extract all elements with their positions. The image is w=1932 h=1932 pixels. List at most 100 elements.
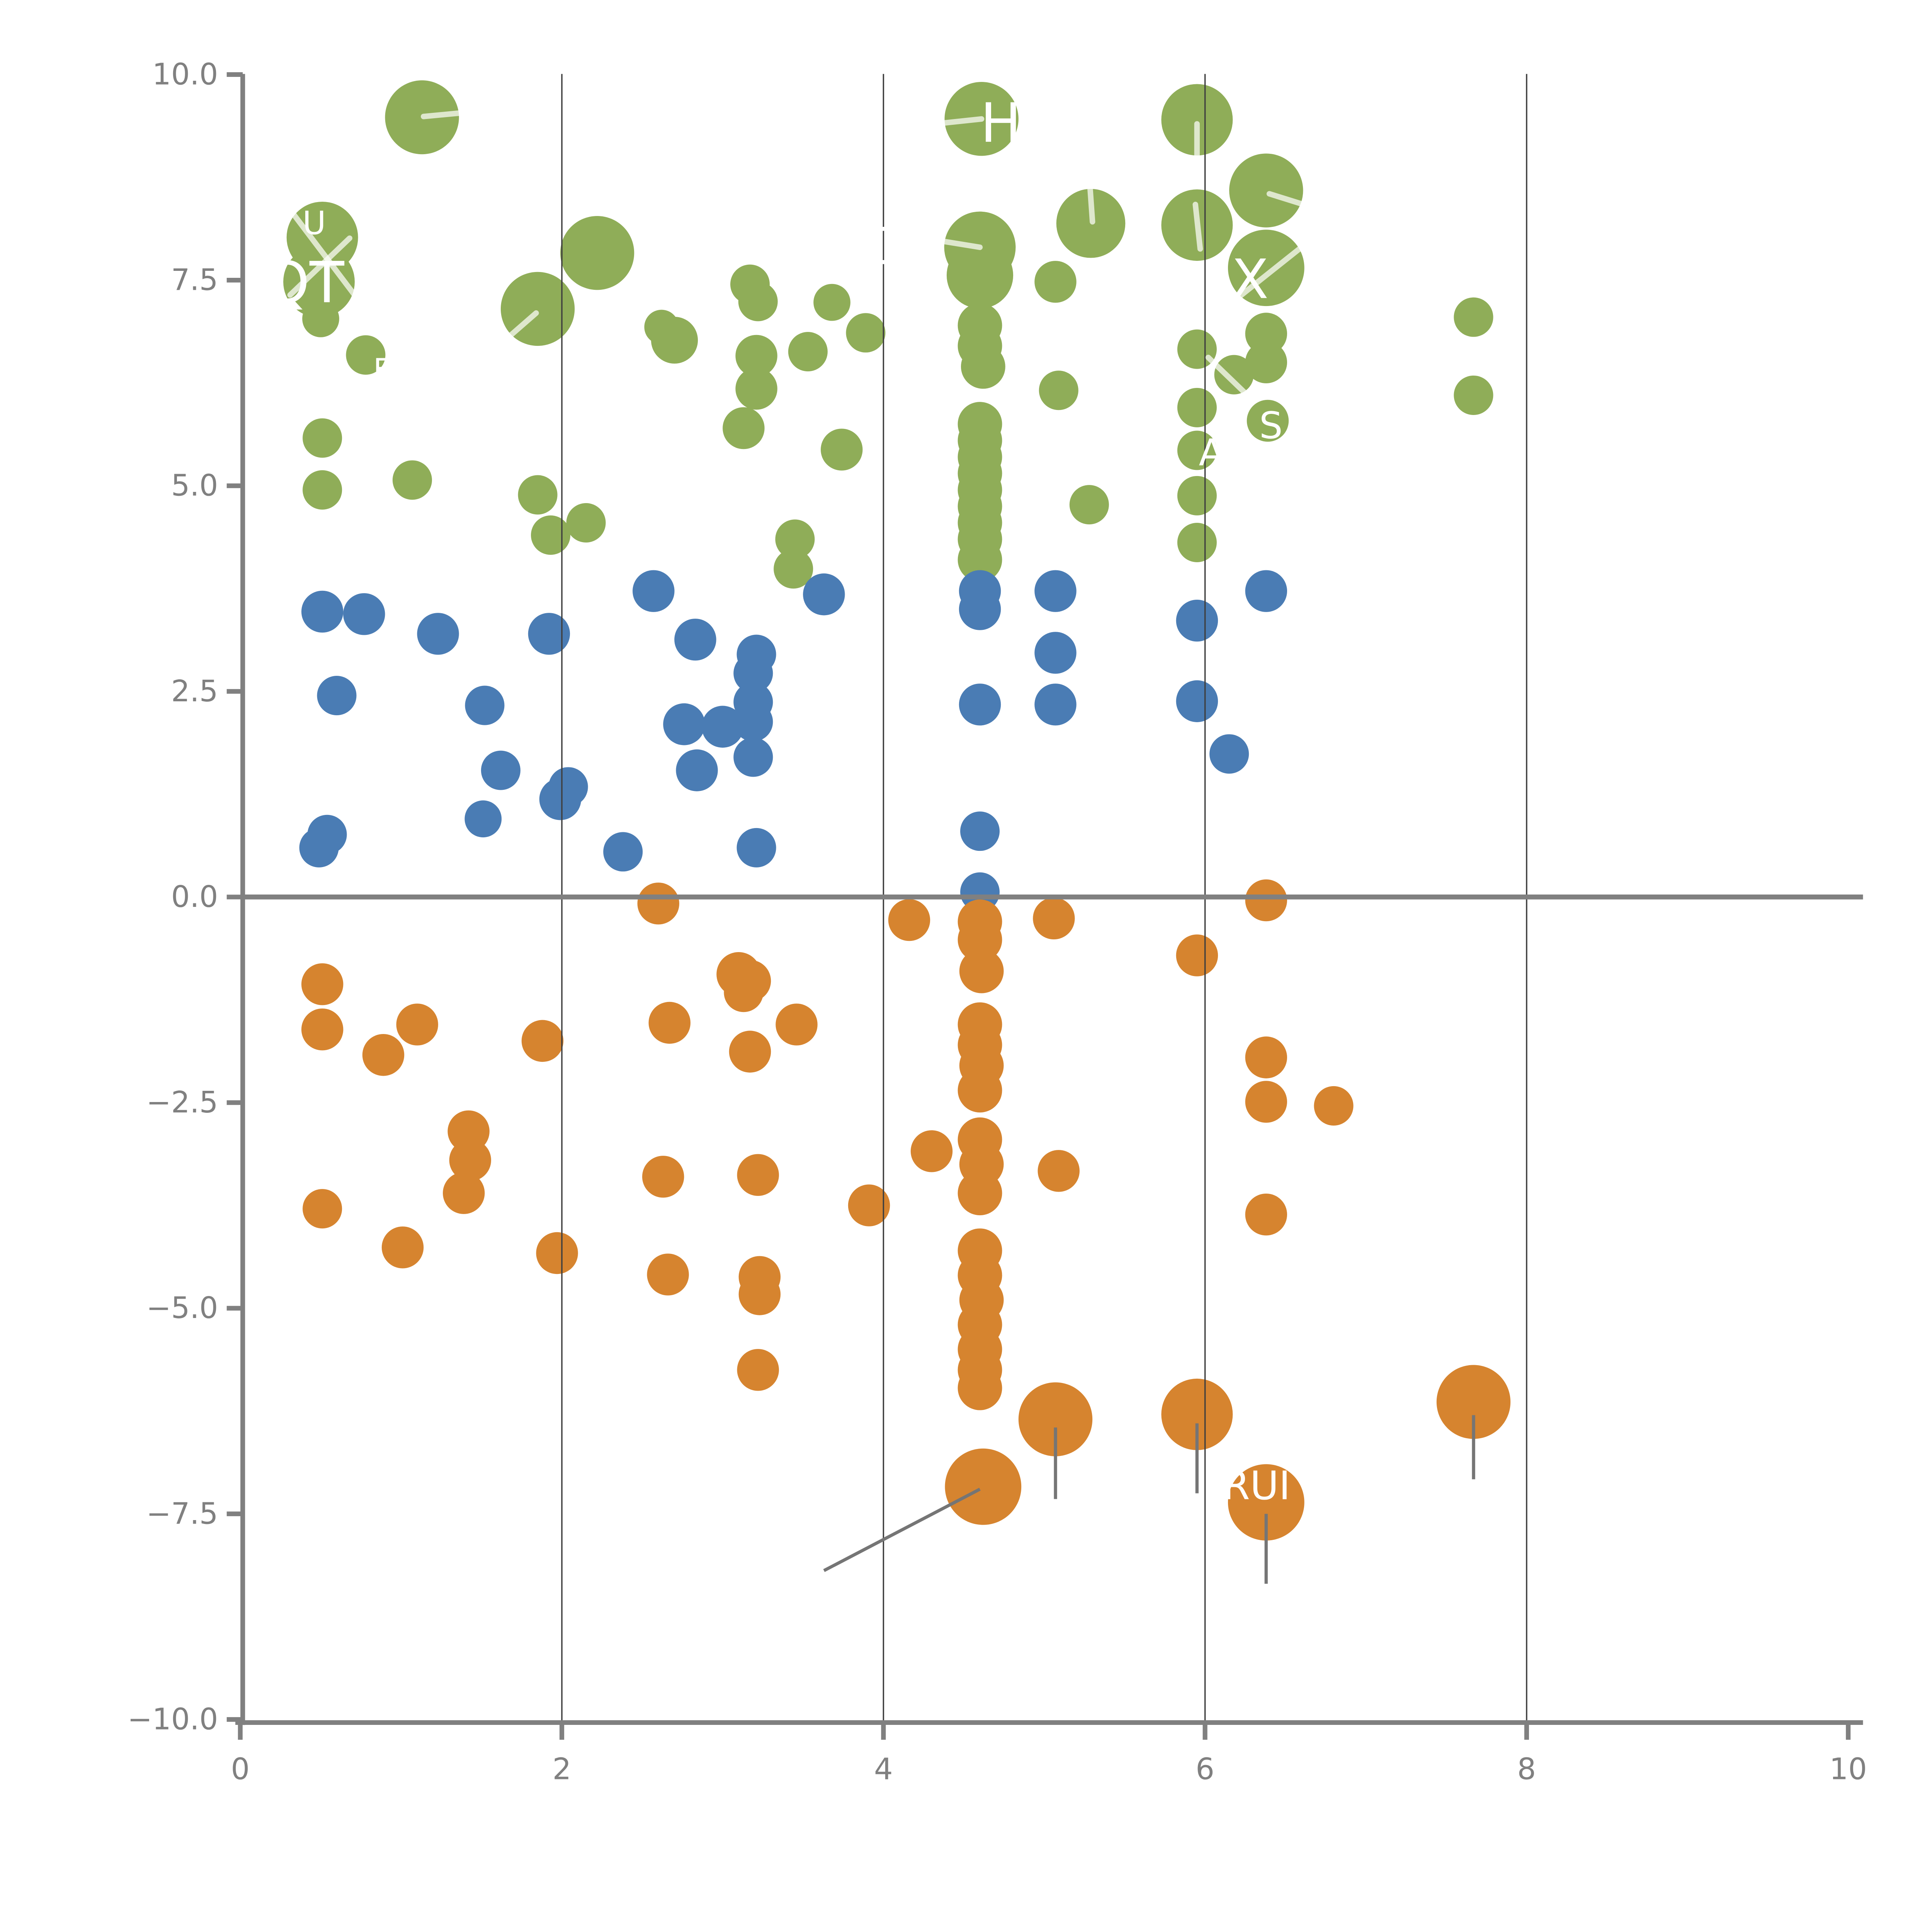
scatter-point-orange bbox=[647, 1253, 689, 1296]
scatter-point-blue bbox=[464, 800, 502, 838]
scatter-point-blue bbox=[1034, 684, 1077, 726]
scatter-point-green bbox=[560, 216, 634, 290]
scatter-point-green bbox=[738, 282, 778, 321]
scatter-point-green bbox=[946, 242, 1014, 309]
scatter-point-orange bbox=[729, 1031, 771, 1073]
annotation-leader-gray bbox=[823, 1488, 981, 1572]
scatter-point-orange bbox=[1314, 1086, 1354, 1126]
annotation-leader-white bbox=[1266, 191, 1330, 215]
scatter-point-orange bbox=[301, 963, 344, 1005]
scatter-point-blue bbox=[1176, 680, 1218, 722]
y-tick-label: 2.5 bbox=[171, 674, 218, 709]
scatter-point-green bbox=[531, 515, 571, 555]
scatter-point-orange bbox=[959, 949, 1004, 993]
annotation-leader-white bbox=[916, 235, 983, 250]
scatter-point-blue bbox=[676, 749, 718, 791]
scatter-point-green bbox=[775, 519, 815, 559]
scatter-point-green bbox=[1247, 400, 1289, 442]
scatter-point-orange bbox=[737, 1349, 779, 1391]
scatter-point-blue bbox=[803, 573, 845, 616]
scatter-point-blue bbox=[603, 832, 643, 872]
annotation-leader-white bbox=[421, 108, 488, 119]
scatter-point-green bbox=[1454, 297, 1493, 337]
scatter-point-blue bbox=[736, 828, 776, 867]
x-tick-label: 10 bbox=[1829, 1752, 1867, 1787]
point-label-A: A bbox=[1199, 431, 1224, 474]
annotation-leader-white bbox=[1205, 354, 1253, 401]
scatter-point-orange bbox=[738, 1273, 781, 1315]
scatter-point-orange bbox=[888, 899, 930, 941]
scatter-point-blue bbox=[481, 750, 520, 790]
scatter-point-green bbox=[735, 335, 777, 377]
scatter-point-green bbox=[1229, 153, 1303, 228]
scatter-point-green bbox=[1034, 261, 1077, 303]
scatter-point-green bbox=[957, 537, 1002, 582]
scatter-point-orange bbox=[724, 973, 764, 1012]
scatter-point-green bbox=[788, 332, 828, 372]
scatter-point-blue bbox=[301, 590, 344, 633]
scatter-point-green bbox=[1177, 430, 1217, 470]
scatter-point-green bbox=[346, 335, 386, 375]
scatter-point-orange bbox=[848, 1184, 890, 1226]
group-green-positive bbox=[283, 80, 1493, 589]
y-tick-label: 0.0 bbox=[171, 880, 218, 914]
scatter-point-blue bbox=[528, 613, 570, 655]
scatter-point-blue bbox=[1034, 570, 1077, 612]
scatter-point-orange bbox=[637, 883, 679, 925]
scatter-point-blue bbox=[417, 613, 459, 655]
scatter-point-green bbox=[735, 367, 777, 410]
scatter-point-green bbox=[303, 418, 342, 458]
scatter-point-green bbox=[566, 503, 606, 543]
point-label-X: X bbox=[1231, 248, 1269, 311]
scatter-point-green bbox=[303, 470, 342, 510]
scatter-point-orange bbox=[957, 1171, 1002, 1216]
y-tick-label: 5.0 bbox=[171, 469, 218, 503]
point-label-RUI: RUI bbox=[1223, 1463, 1291, 1509]
scatter-point-green bbox=[1177, 522, 1217, 563]
scatter-point-blue bbox=[1034, 632, 1077, 674]
scatter-point-orange bbox=[957, 1068, 1002, 1113]
scatter-point-orange bbox=[396, 1003, 438, 1046]
annotation-leader-white bbox=[940, 116, 985, 126]
scatter-point-green bbox=[1039, 371, 1078, 410]
scatter-point-green bbox=[1177, 476, 1217, 515]
x-tick-label: 6 bbox=[1196, 1752, 1214, 1787]
scatter-point-orange bbox=[1436, 1365, 1511, 1439]
y-tick-label: 7.5 bbox=[171, 263, 218, 298]
scatter-point-green bbox=[774, 549, 813, 589]
y-tick-label: −10.0 bbox=[128, 1702, 218, 1736]
scatter-point-green bbox=[1454, 375, 1493, 415]
scatter-point-orange bbox=[910, 1130, 953, 1172]
scatter-point-orange bbox=[642, 1156, 684, 1198]
scatter-point-blue bbox=[317, 676, 357, 716]
scatter-point-green bbox=[1214, 355, 1254, 395]
scatter-point-blue bbox=[1176, 599, 1218, 642]
scatter-point-blue bbox=[633, 570, 675, 612]
scatter-point-blue bbox=[733, 737, 773, 777]
scatter-point-green bbox=[1245, 313, 1287, 355]
point-labels: U QT F CH H X AS RUI bbox=[265, 92, 1291, 1509]
x-tick-label: 2 bbox=[553, 1752, 571, 1787]
scatter-point-orange bbox=[737, 1154, 779, 1196]
group-blue-middle bbox=[299, 570, 1287, 912]
scatter-point-orange bbox=[1033, 897, 1075, 940]
scatter-point-orange bbox=[1037, 1150, 1080, 1192]
scatter-point-blue bbox=[465, 685, 505, 725]
scatter-point-orange bbox=[362, 1034, 405, 1076]
annotation-leader-white bbox=[1192, 202, 1203, 252]
scatter-point-blue bbox=[548, 767, 588, 807]
point-label-CH: CH bbox=[864, 218, 935, 276]
scatter-point-orange bbox=[1161, 1378, 1233, 1450]
leader-lines-white bbox=[281, 108, 1330, 401]
group-orange-negative bbox=[301, 879, 1511, 1541]
scatter-point-orange bbox=[1245, 1193, 1287, 1236]
scatter-point-orange bbox=[301, 1009, 344, 1051]
point-label-F: F bbox=[373, 352, 390, 387]
annotation-leader-white bbox=[281, 198, 361, 302]
x-tick-label: 0 bbox=[231, 1752, 250, 1787]
scatter-point-blue bbox=[674, 619, 716, 661]
scatter-point-blue bbox=[702, 706, 744, 748]
scatter-point-orange bbox=[449, 1139, 492, 1181]
